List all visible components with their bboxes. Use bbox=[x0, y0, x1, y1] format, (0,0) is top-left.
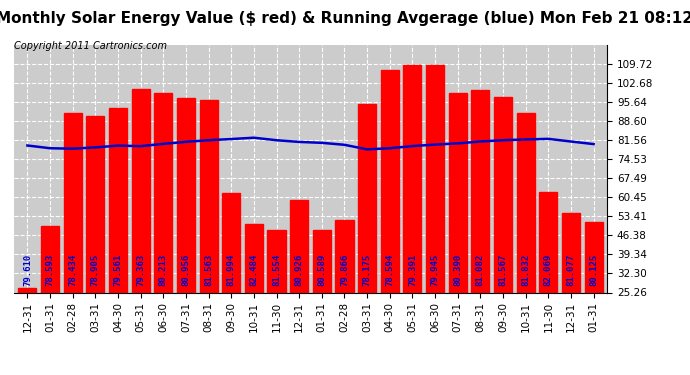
Bar bbox=[199, 100, 217, 361]
Text: 80.956: 80.956 bbox=[181, 254, 190, 286]
Bar bbox=[19, 288, 37, 361]
Bar bbox=[155, 93, 172, 361]
Bar bbox=[109, 108, 127, 361]
Text: 82.484: 82.484 bbox=[249, 254, 258, 286]
Text: 78.905: 78.905 bbox=[91, 254, 100, 286]
Text: 81.077: 81.077 bbox=[566, 254, 575, 286]
Bar bbox=[132, 89, 150, 361]
Text: 78.594: 78.594 bbox=[385, 254, 394, 286]
Text: 81.994: 81.994 bbox=[227, 254, 236, 286]
Bar bbox=[63, 113, 81, 361]
Text: 80.926: 80.926 bbox=[295, 254, 304, 286]
Bar bbox=[540, 192, 558, 361]
Text: 81.567: 81.567 bbox=[498, 254, 508, 286]
Text: 80.125: 80.125 bbox=[589, 254, 598, 286]
Text: 81.082: 81.082 bbox=[476, 254, 485, 286]
Bar bbox=[494, 97, 512, 361]
Text: 78.434: 78.434 bbox=[68, 254, 77, 286]
Bar bbox=[358, 104, 376, 361]
Text: 78.175: 78.175 bbox=[363, 254, 372, 286]
Bar bbox=[177, 99, 195, 361]
Text: 81.832: 81.832 bbox=[521, 254, 530, 286]
Bar bbox=[41, 226, 59, 361]
Text: 79.561: 79.561 bbox=[113, 254, 123, 286]
Bar bbox=[381, 70, 399, 361]
Text: 79.391: 79.391 bbox=[408, 254, 417, 286]
Text: 80.213: 80.213 bbox=[159, 254, 168, 286]
Bar bbox=[290, 200, 308, 361]
Text: 79.945: 79.945 bbox=[431, 254, 440, 286]
Bar bbox=[448, 93, 466, 361]
Text: 78.593: 78.593 bbox=[46, 254, 55, 286]
Text: 80.589: 80.589 bbox=[317, 254, 326, 286]
Bar bbox=[584, 222, 602, 361]
Bar bbox=[426, 64, 444, 361]
Text: Copyright 2011 Cartronics.com: Copyright 2011 Cartronics.com bbox=[14, 41, 167, 51]
Bar bbox=[404, 64, 422, 361]
Bar bbox=[86, 116, 104, 361]
Text: 79.610: 79.610 bbox=[23, 254, 32, 286]
Bar bbox=[471, 90, 489, 361]
Bar bbox=[562, 213, 580, 361]
Text: 82.069: 82.069 bbox=[544, 254, 553, 286]
Text: 80.390: 80.390 bbox=[453, 254, 462, 286]
Text: 81.563: 81.563 bbox=[204, 254, 213, 286]
Text: Monthly Solar Energy Value ($ red) & Running Avgerage (blue) Mon Feb 21 08:12: Monthly Solar Energy Value ($ red) & Run… bbox=[0, 11, 690, 26]
Bar bbox=[335, 220, 353, 361]
Text: 81.554: 81.554 bbox=[272, 254, 281, 286]
Text: 79.866: 79.866 bbox=[340, 254, 349, 286]
Text: 79.363: 79.363 bbox=[136, 254, 145, 286]
Bar bbox=[313, 230, 331, 361]
Bar bbox=[517, 113, 535, 361]
Bar bbox=[268, 230, 286, 361]
Bar bbox=[245, 224, 263, 361]
Bar bbox=[222, 193, 240, 361]
